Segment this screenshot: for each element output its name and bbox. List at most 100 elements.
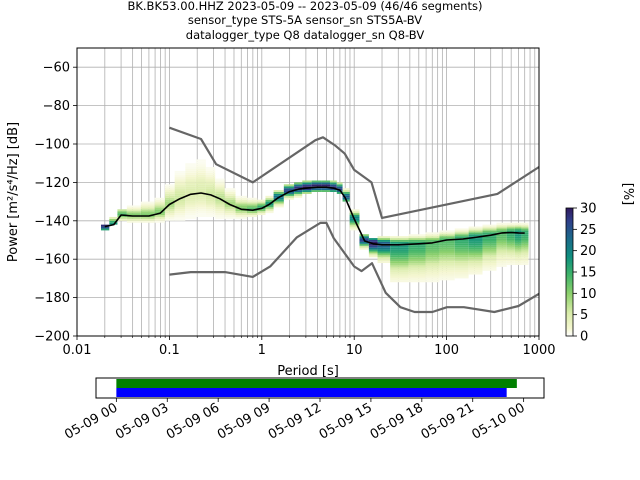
pdf-cell [521,226,529,229]
pdf-cell [390,272,409,275]
pdf-cell [506,226,515,229]
pdf-cell [224,213,236,216]
pdf-cell [496,253,507,256]
pdf-cell [439,230,455,233]
pdf-cell [390,263,409,265]
pdf-cell [377,257,391,260]
pdf-cell [521,234,529,237]
pdf-cell [468,253,483,256]
pdf-cell [265,195,274,198]
pdf-cell [235,199,248,202]
pdf-cell [247,213,258,216]
pdf-cell [205,215,216,217]
pdf-cell [174,205,186,208]
pdf-cell [235,197,248,200]
pdf-cell [109,222,118,225]
pdf-cell [425,236,440,239]
pdf-cell [140,201,155,204]
pdf-cell [215,213,225,216]
pdf-cell [215,188,225,191]
pdf-cell [468,268,483,271]
pdf-cell [349,211,360,214]
pdf-cell [321,180,331,183]
pdf-cell [257,203,266,206]
pdf-cell [195,184,206,187]
pdf-cell [215,211,225,214]
pdf-cell [174,199,186,202]
pdf-cell [257,209,266,212]
pdf-cell [247,201,258,204]
pdf-cell [377,255,391,258]
pdf-cell [377,241,391,244]
pdf-cell [521,240,529,242]
pdf-cell [174,182,186,185]
pdf-cell [215,184,225,187]
pdf-cell [174,213,186,216]
pdf-cell [439,276,455,279]
pdf-cell [496,222,507,225]
pdf-cell [482,261,497,264]
pdf-cell [247,203,258,206]
y-tick-label: −180 [34,291,70,306]
pdf-cell [506,238,515,240]
pdf-cell [164,211,175,214]
pdf-cell [215,180,225,183]
pdf-cell [185,188,196,191]
pdf-cell [425,243,440,246]
pdf-cell [514,249,522,252]
pdf-cell [439,268,455,271]
pdf-cell [454,249,469,252]
colorbar: 0 5 10 15 20 25 30 [%] [565,183,635,345]
pdf-cell [154,199,165,202]
pdf-cell [368,240,378,242]
pdf-cell [514,243,522,246]
pdf-cell [215,215,225,217]
pdf-cell [195,199,206,202]
pdf-cell [521,228,529,231]
pdf-cell [185,213,196,216]
pdf-cell [215,186,225,189]
pdf-cell [154,220,165,223]
pdf-cell [302,184,312,187]
pdf-cell [454,274,469,277]
chart-subtitle-sensor: sensor_type STS-5A sensor_sn STS5A-BV [188,13,422,27]
pdf-cell [195,168,206,171]
colorbar-tick-label: 20 [580,244,597,259]
pdf-cell [468,234,483,237]
pdf-cell [377,245,391,248]
pdf-cell [514,226,522,229]
pdf-cell [521,251,529,254]
pdf-cell [439,245,455,248]
pdf-cell [311,180,322,183]
pdf-cell [224,211,236,214]
pdf-cell [496,263,507,265]
pdf-cell [185,180,196,183]
pdf-cell [468,261,483,264]
pdf-cell [330,182,337,185]
pdf-cell [408,278,426,281]
pdf-cell [342,193,350,196]
pdf-cell [454,230,469,233]
pdf-cell [195,180,206,183]
nlnm-curve [169,221,539,314]
pdf-cell [425,261,440,264]
timeline-bars [116,379,517,397]
pdf-cell [235,216,248,219]
pdf-cell [195,197,206,200]
pdf-cell [454,255,469,258]
pdf-cell [195,203,206,206]
pdf-cell [482,230,497,233]
pdf-cell [454,234,469,237]
pdf-cell [117,216,127,219]
pdf-cell [174,178,186,181]
pdf-cell [408,264,426,267]
pdf-cell [195,205,206,208]
pdf-cell [439,247,455,250]
pdf-cell [496,264,507,267]
pdf-cell [164,216,175,219]
pdf-cell [265,199,274,202]
pdf-cell [154,215,165,217]
pdf-cell [454,263,469,265]
